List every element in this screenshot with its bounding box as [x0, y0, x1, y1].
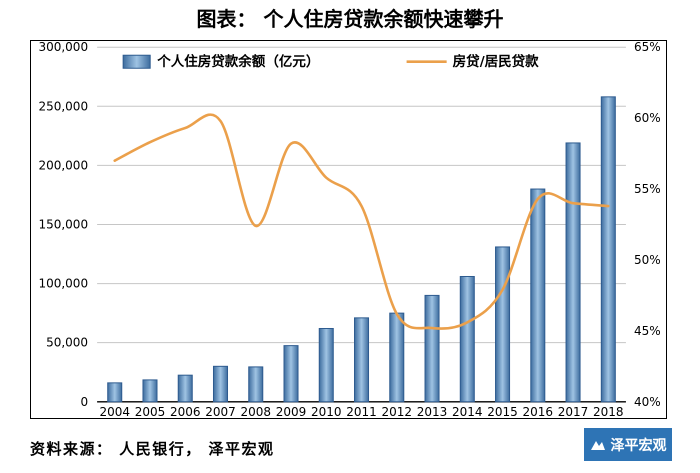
left-axis-label: 50,000 [46, 336, 88, 350]
year-label: 2005 [135, 405, 166, 418]
bar-2011 [354, 317, 370, 403]
zeping-logo: 泽平宏观 [584, 428, 672, 461]
right-axis-label: 55% [634, 182, 661, 196]
year-label: 2009 [276, 405, 307, 418]
year-label: 2013 [417, 405, 448, 418]
bar-2013 [424, 294, 440, 403]
bar-2007 [212, 365, 229, 403]
bar-2016 [530, 188, 546, 403]
right-axis-label: 65% [634, 41, 661, 54]
right-axis-label: 45% [634, 324, 661, 338]
left-axis-label: 250,000 [38, 99, 88, 113]
bar-2015 [495, 246, 511, 403]
left-axis-label: 0 [80, 395, 88, 409]
year-label: 2011 [346, 405, 377, 418]
legend-line-label: 房贷/居民贷款 [453, 53, 540, 70]
year-label: 2010 [311, 405, 342, 418]
legend-bar-label: 个人住房贷款余额（亿元） [156, 53, 319, 70]
year-label: 2004 [99, 405, 130, 418]
left-axis-label: 300,000 [38, 41, 88, 54]
year-label: 2006 [170, 405, 201, 418]
chart-canvas: 0 50,000 100,000 150,000 200,000 250,000 300,0… [38, 41, 661, 418]
left-axis-label: 150,000 [38, 217, 88, 231]
year-label: 2017 [558, 405, 589, 418]
bar-2006 [177, 374, 193, 403]
bar-2004 [107, 382, 123, 403]
left-axis-label: 200,000 [38, 158, 88, 172]
bar-2017 [565, 142, 581, 403]
year-label: 2007 [205, 405, 236, 418]
year-label: 2018 [593, 405, 624, 418]
ratio-line [113, 113, 610, 330]
page-title: 图表： 个人住房贷款余额快速攀升 [196, 7, 504, 31]
right-axis-label: 60% [634, 111, 661, 125]
right-axis-label: 50% [634, 253, 661, 267]
bar-2008 [248, 366, 264, 403]
year-label: 2008 [240, 405, 271, 418]
bar-2005 [142, 379, 158, 403]
legend-bar-swatch [122, 54, 151, 69]
source-note: 资料来源： 人民银行， 泽平宏观 [30, 440, 275, 458]
bar-2012 [389, 312, 405, 403]
year-label: 2014 [452, 405, 483, 418]
bar-2010 [318, 327, 334, 403]
chart-frame: 0 50,000 100,000 150,000 200,000 250,000 300,0… [30, 40, 667, 419]
year-label: 2016 [523, 405, 554, 418]
right-axis-label: 40% [634, 395, 661, 409]
left-axis-label: 100,000 [38, 277, 88, 291]
year-label: 2015 [487, 405, 518, 418]
zeping-logo-text: 泽平宏观 [610, 437, 667, 454]
bar-2009 [283, 345, 299, 403]
year-label: 2012 [382, 405, 413, 418]
bar-2014 [459, 275, 475, 403]
bar-2018 [600, 96, 616, 403]
zeping-logo-icon [590, 440, 605, 450]
